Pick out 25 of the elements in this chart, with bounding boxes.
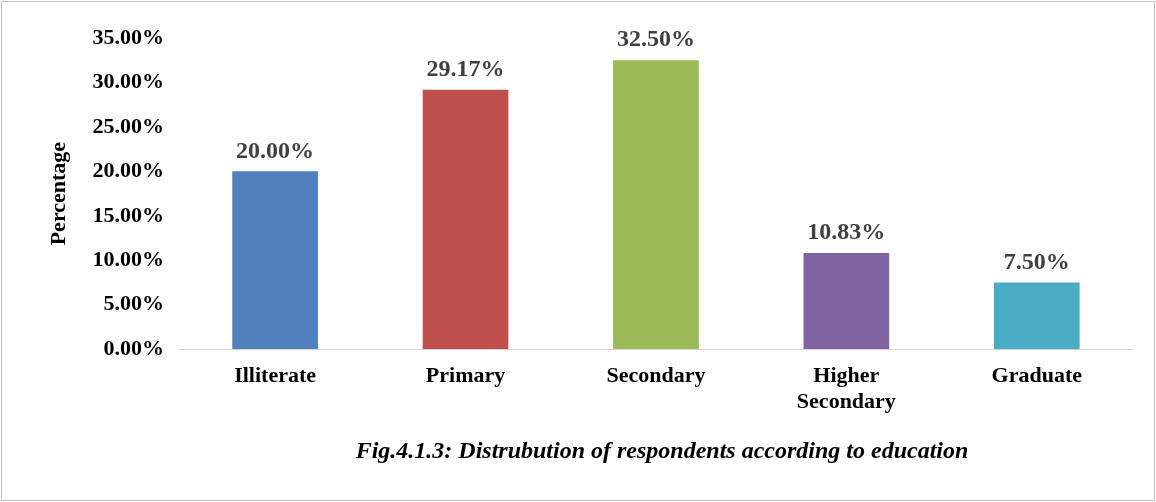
bar [613,60,699,350]
y-axis-title: Percentage [44,141,70,246]
y-tick-label: 5.00% [103,290,164,316]
y-tick-label: 25.00% [92,112,164,138]
bar [993,282,1080,350]
y-tick-label: 0.00% [103,334,164,360]
y-tick-label: 30.00% [92,68,164,94]
y-tick-label: 35.00% [92,23,164,49]
x-tick-label: Secondary [606,362,706,388]
bar [803,252,890,350]
data-label: 7.50% [1003,247,1070,274]
y-tick-label: 20.00% [92,157,164,183]
data-label: 10.83% [807,218,886,245]
y-tick-label: 10.00% [92,245,164,271]
x-tick-label: Primary [425,362,506,388]
x-tick-label: Higher Secondary [796,362,896,414]
bar [422,89,509,350]
x-tick-label: Graduate [991,362,1083,388]
x-tick-label: Illiterate [234,362,317,388]
data-label: 20.00% [236,136,315,163]
data-label: 29.17% [426,55,505,82]
caption: Fig.4.1.3: Distrubution of respondents according to education [354,437,969,464]
data-label: 32.50% [616,25,695,52]
bar [232,171,318,350]
y-tick-label: 15.00% [92,201,164,227]
